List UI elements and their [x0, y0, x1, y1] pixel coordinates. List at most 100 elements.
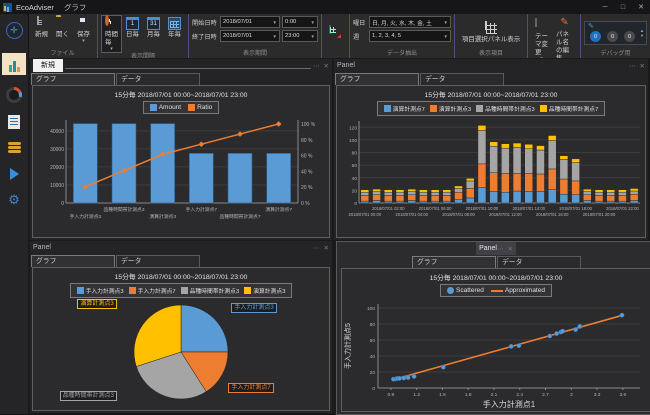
end-date-select[interactable]: 2018/07/01 ▼ [220, 30, 280, 42]
panel-header: Panel ⋯ ✕ [30, 241, 332, 254]
legend-item: 品種時間帯計測点7 [539, 104, 598, 113]
drag-handle-icon[interactable]: ⋯ [313, 244, 320, 252]
debug-panel: ✎ 0 0 0 ▲ ▼ [584, 21, 647, 45]
sidebar-item-gauge[interactable] [6, 87, 22, 103]
svg-text:120: 120 [349, 125, 357, 131]
calendar-day-icon: 1 [126, 17, 139, 30]
tab-data[interactable]: データ [420, 73, 504, 85]
svg-text:60: 60 [370, 338, 376, 344]
interval-yearly-button[interactable]: 年毎 [164, 15, 185, 41]
debug-button-1[interactable]: 0 [590, 31, 602, 42]
panel-name: Panel [337, 62, 355, 69]
week-select[interactable]: 1, 2, 3, 4, 5 ▼ [369, 30, 451, 42]
svg-text:40: 40 [370, 354, 376, 360]
panel-close-icon[interactable]: ✕ [639, 62, 645, 70]
panel-header: Panel ⋯ ✕ [334, 59, 648, 72]
tab-graph[interactable]: グラフ [31, 255, 115, 267]
interval-monthly-button[interactable]: 31 月毎 [143, 15, 164, 41]
drag-handle-icon[interactable]: ⋯ [313, 62, 320, 70]
svg-text:1.2: 1.2 [413, 392, 420, 398]
interval-hourly-button[interactable]: 時間毎 ▾ [101, 15, 122, 53]
minimize-button[interactable]: ─ [602, 3, 608, 11]
drag-handle-icon[interactable]: ⋯ [496, 245, 504, 253]
panel-close-icon[interactable]: ✕ [507, 245, 513, 253]
svg-text:手入力計測点5: 手入力計測点5 [343, 323, 352, 369]
chart-area: 15分毎 2018/07/01 00:00~2018/07/01 23:00 S… [341, 268, 650, 412]
scroll-down-icon[interactable]: ▼ [640, 33, 644, 38]
interval-daily-button[interactable]: 1 日毎 [122, 15, 143, 41]
data-tool-button[interactable] [325, 24, 346, 42]
tabstrip-line [65, 62, 312, 69]
svg-text:2.1: 2.1 [491, 392, 498, 398]
debug-button-2[interactable]: 0 [607, 31, 619, 42]
panel-close-icon[interactable]: ✕ [323, 244, 329, 252]
tab-data[interactable]: データ [116, 73, 200, 85]
save-dropdown-caret[interactable]: ▾ [82, 38, 85, 44]
menu-graph[interactable]: グラフ [63, 2, 87, 12]
ribbon-group-extract: 曜日 日, 月, 火, 水, 木, 金, 土 ▼ 週 1, 2, 3, 4, 5 ▼… [349, 14, 454, 58]
panel-pareto: 新規 ⋯ ✕ グラフ データ 15分毎 2018/07/01 00:00~2018… [30, 59, 332, 240]
panel-name: Panel [33, 244, 51, 251]
svg-text:100 %: 100 % [301, 122, 316, 128]
sidebar-item-report[interactable] [8, 115, 20, 129]
panel-tabs: グラフ データ [30, 72, 332, 85]
rename-panel-button[interactable]: ✎ パネル名の編集 [552, 15, 577, 58]
sidebar-item-database[interactable] [7, 142, 21, 155]
sidebar-item-graph[interactable] [2, 53, 26, 75]
svg-text:2018/07/01 18:00: 2018/07/01 18:00 [559, 206, 592, 211]
chart-legend: 手入力計測点3 手入力計測点7 品種時間帯計測点3 演算計測点3 [69, 283, 293, 298]
svg-text:1.8: 1.8 [465, 392, 472, 398]
weekday-select[interactable]: 日, 月, 火, 水, 木, 金, 土 ▼ [369, 16, 451, 28]
legend-item: Ratio [188, 104, 212, 111]
svg-text:100: 100 [349, 138, 357, 144]
scroll-up-icon[interactable]: ▲ [640, 28, 644, 33]
svg-text:20 %: 20 % [301, 185, 313, 191]
debug-button-3[interactable]: 0 [624, 31, 636, 42]
item-select-panel-button[interactable]: 項目選択パネル表示 [458, 20, 524, 46]
svg-text:0: 0 [61, 201, 64, 207]
svg-text:0: 0 [354, 201, 357, 207]
open-button[interactable]: 開く [56, 31, 69, 38]
panel-name-tab[interactable]: 新規 [33, 59, 63, 72]
add-circle-icon[interactable]: ✛ [5, 22, 23, 39]
panel-close-icon[interactable]: ✕ [323, 62, 329, 70]
maximize-button[interactable]: □ [620, 3, 626, 11]
chart-legend: Scattered Approximated [440, 284, 552, 297]
start-time-select[interactable]: 0:00 ▼ [282, 16, 318, 28]
pie-chart-wrap: 手入力計測点3 手入力計測点7 品種時間帯計測点3 演算計測点3 [33, 299, 329, 410]
theme-change-button[interactable]: テーマ変更▾ [531, 17, 552, 59]
sidebar-item-settings[interactable]: ⚙ [8, 192, 20, 207]
svg-text:100: 100 [367, 306, 375, 312]
tab-data[interactable]: データ [497, 256, 581, 268]
svg-text:2018/07/01 16:00: 2018/07/01 16:00 [536, 212, 569, 217]
ribbon-group-items: 項目選択パネル表示 表示項目 [454, 14, 527, 58]
legend-item: 手入力計測点7 [128, 286, 176, 295]
new-button[interactable]: 新規 [31, 15, 52, 41]
pie-slice-label: 手入力計測点7 [228, 383, 274, 394]
svg-text:2018/07/01 06:00: 2018/07/01 06:00 [419, 206, 452, 211]
end-time-select[interactable]: 23:00 ▼ [282, 30, 318, 42]
save-button[interactable]: 保存 ▾ [77, 31, 90, 44]
panel-tabs: グラフ データ [411, 255, 581, 268]
start-date-select[interactable]: 2018/07/01 ▼ [220, 16, 280, 28]
ribbon-group-interval: 時間毎 ▾ 1 日毎 31 月毎 年毎 表示間隔 [97, 14, 188, 58]
tab-data[interactable]: データ [116, 255, 200, 267]
panel-tabs: グラフ データ [30, 254, 332, 267]
sidebar-item-run[interactable] [9, 168, 19, 180]
tab-graph[interactable]: グラフ [31, 73, 115, 85]
clock-icon [105, 15, 109, 26]
hourly-dropdown-caret[interactable]: ▾ [110, 46, 113, 52]
panel-name: Panel [479, 245, 497, 252]
close-button[interactable]: ✕ [638, 4, 644, 11]
pencil-icon: ✎ [560, 17, 569, 28]
tab-graph[interactable]: グラフ [412, 256, 496, 268]
tab-graph[interactable]: グラフ [335, 73, 419, 85]
svg-text:演算計測点3: 演算計測点3 [149, 213, 176, 220]
svg-text:40: 40 [352, 176, 358, 182]
svg-text:2.4: 2.4 [516, 392, 523, 398]
theme-dropdown-caret[interactable]: ▾ [540, 57, 543, 59]
legend-item: 演算計測点7 [383, 104, 425, 113]
drag-handle-icon[interactable]: ⋯ [629, 62, 636, 70]
legend-item: Amount [149, 104, 181, 111]
